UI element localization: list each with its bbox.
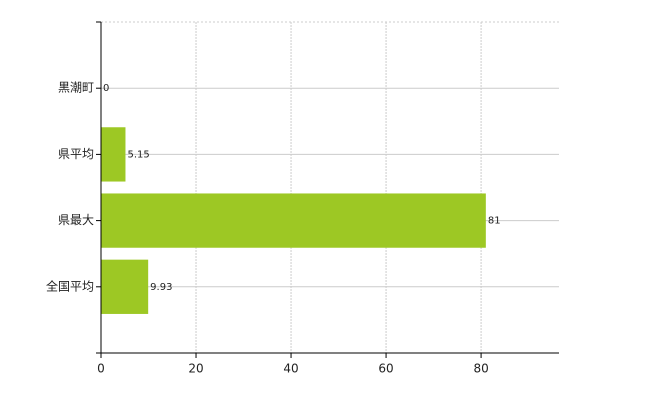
y-tick-label: 全国平均 (46, 278, 94, 293)
data-label: 5.15 (127, 149, 149, 160)
bar (101, 259, 149, 314)
y-tick-label: 県最大 (58, 213, 94, 227)
y-tick-label: 黒潮町 (58, 80, 94, 95)
x-tick-label: 80 (473, 362, 488, 376)
x-tick-label: 20 (188, 362, 203, 376)
x-tick-label: 60 (378, 362, 393, 376)
y-tick-label: 県平均 (58, 147, 94, 161)
x-tick-label: 0 (97, 362, 105, 376)
data-label: 9.93 (150, 282, 172, 293)
x-tick-label: 40 (283, 362, 298, 376)
bar (101, 193, 486, 248)
data-label: 81 (488, 216, 501, 227)
bar (101, 127, 126, 182)
data-label: 0 (103, 83, 109, 94)
